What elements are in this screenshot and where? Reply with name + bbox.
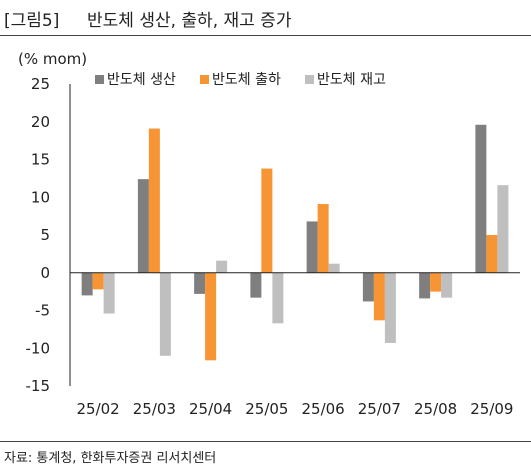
bar-shipment (205, 272, 217, 361)
y-tick-label: 10 (31, 188, 50, 206)
x-tick-label: 25/06 (302, 400, 345, 418)
bar-shipment (148, 128, 160, 273)
bar-production (362, 272, 374, 302)
bar-shipment (486, 235, 498, 273)
legend-swatch (95, 75, 104, 84)
y-tick-label: 25 (31, 75, 50, 93)
y-tick-label: -10 (26, 339, 51, 357)
bar-inventory (216, 260, 228, 273)
bar-shipment (317, 204, 329, 273)
y-tick-label: 20 (31, 113, 50, 131)
bar-production (250, 272, 262, 298)
y-axis-ticks: -15 -10 -5 0 5 10 15 20 25 (26, 75, 51, 395)
bar-shipment (373, 272, 385, 321)
x-tick-label: 25/02 (77, 400, 120, 418)
bar-production (137, 179, 149, 273)
bar-inventory (328, 263, 340, 273)
bar-inventory (103, 272, 115, 314)
figure-tag: [그림5] (4, 11, 60, 31)
footer-rule (0, 441, 531, 442)
y-tick-label: 0 (40, 264, 50, 282)
y-tick-label: 5 (40, 226, 50, 244)
bar-production (194, 272, 206, 294)
legend-label: 반도체 재고 (317, 72, 386, 88)
bar-inventory (497, 185, 509, 273)
legend-swatch (305, 75, 314, 84)
x-tick-label: 25/03 (133, 400, 176, 418)
x-tick-label: 25/07 (358, 400, 401, 418)
bar-inventory (272, 272, 284, 324)
x-tick-label: 25/08 (414, 400, 457, 418)
y-tick-label: -15 (26, 377, 51, 395)
y-tick-label: 15 (31, 151, 50, 169)
legend-label: 반도체 출하 (212, 72, 281, 88)
bar-production (475, 124, 487, 273)
x-tick-label: 25/04 (189, 400, 232, 418)
bar-production (81, 272, 93, 296)
x-tick-label: 25/09 (470, 400, 513, 418)
bar-inventory (384, 272, 396, 343)
legend: 반도체 생산 반도체 출하 반도체 재고 (95, 72, 386, 88)
x-axis-ticks: 25/02 25/03 25/04 25/05 25/06 25/07 25/08 25/09 (77, 400, 514, 418)
x-tick-label: 25/05 (245, 400, 288, 418)
bar-production (306, 221, 318, 273)
figure-header: [그림5] 반도체 생산, 출하, 재고 증가 (0, 0, 531, 36)
legend-swatch (200, 75, 209, 84)
y-unit-label: (% mom) (18, 50, 87, 68)
bar-inventory (441, 272, 453, 298)
bar-shipment (430, 272, 442, 292)
bar-inventory (159, 272, 171, 356)
bar-production (419, 272, 431, 299)
bar-shipment (92, 272, 104, 290)
y-tick-label: -5 (35, 302, 50, 320)
bar-shipment (261, 168, 273, 273)
header-rule (0, 35, 531, 36)
legend-label: 반도체 생산 (107, 72, 176, 88)
source-note: 자료: 통계청, 한화투자증권 리서치센터 (4, 451, 217, 466)
bars (81, 124, 509, 361)
chart-title: 반도체 생산, 출하, 재고 증가 (87, 11, 292, 31)
